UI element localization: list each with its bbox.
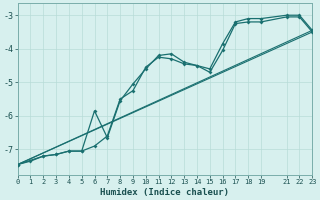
X-axis label: Humidex (Indice chaleur): Humidex (Indice chaleur): [100, 188, 229, 197]
